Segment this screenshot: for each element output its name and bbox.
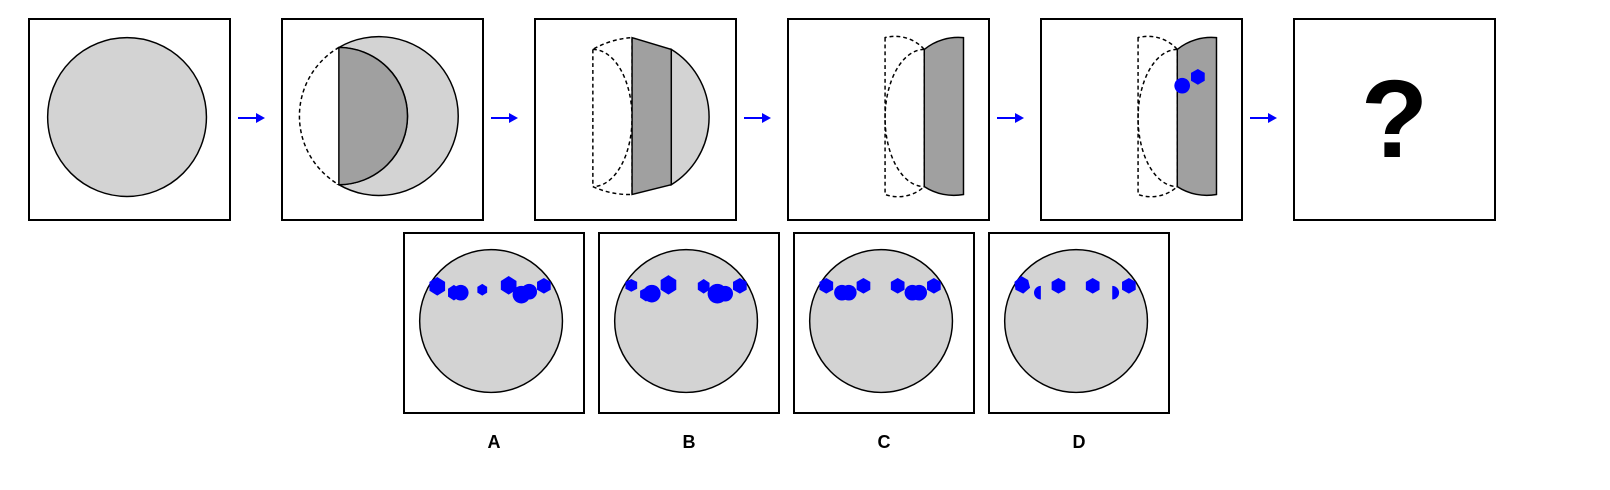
option-d[interactable]	[988, 232, 1170, 414]
option-a-label: A	[487, 432, 501, 452]
question-mark: ?	[1360, 58, 1429, 181]
step-3-figure	[592, 36, 710, 196]
option-c-figure	[808, 248, 954, 394]
step-3-panel	[534, 18, 737, 221]
arrow-icon	[744, 113, 771, 123]
option-a-figure	[418, 248, 564, 394]
option-c[interactable]	[793, 232, 975, 414]
option-d-label: D	[1072, 432, 1086, 452]
punched-hole	[1191, 69, 1205, 85]
option-b-label: B	[682, 432, 696, 452]
option-d-figure	[1003, 248, 1149, 394]
step-2-figure	[298, 35, 459, 197]
step-2-panel	[281, 18, 484, 221]
option-b[interactable]	[598, 232, 780, 414]
option-c-label: C	[877, 432, 891, 452]
step-5-panel	[1040, 18, 1243, 221]
arrow-icon	[238, 113, 265, 123]
arrow-icon	[491, 113, 518, 123]
step-1-panel	[28, 18, 231, 221]
answer-panel: ?	[1293, 18, 1496, 221]
step-5-figure	[1137, 35, 1218, 198]
step-4-panel	[787, 18, 990, 221]
punched-hole	[1174, 77, 1191, 94]
step-4-figure	[884, 35, 965, 198]
arrow-icon	[997, 113, 1024, 123]
arrow-icon	[1250, 113, 1277, 123]
option-a[interactable]	[403, 232, 585, 414]
step-1-figure	[46, 36, 208, 198]
option-b-figure	[613, 248, 759, 394]
